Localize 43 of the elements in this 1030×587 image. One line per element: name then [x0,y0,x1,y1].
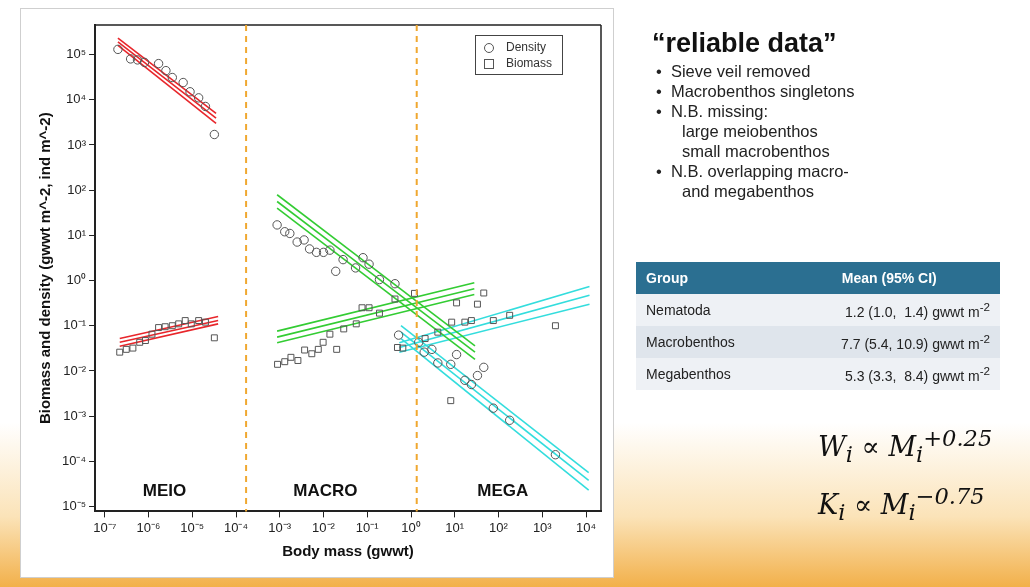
y-tick-label: 10⁻⁴ [62,452,87,468]
x-tick-label: 10³ [532,519,553,535]
annotation: MEGA [477,481,529,501]
y-tick-label: 10⁵ [66,46,87,62]
annotation: MEIO [142,481,187,501]
y-tick-label: 10² [67,181,87,197]
text: “reliable data” [652,28,838,59]
text: • Sieve veil removed [656,61,812,81]
y-tick-label: 10⁻² [63,362,87,378]
y-tick-label: 10⁰ [66,272,87,288]
text: • Macrobenthos singletons [656,81,856,101]
text: Group [636,262,779,294]
text: 1.2 (1.0, 1.4) gwwt m$^{-2}$ [845,300,990,320]
x-tick-label: 10⁴ [576,519,597,535]
x-tick-label: 10⁻⁵ [180,519,205,535]
text: 5.3 (3.3, 8.4) gwwt m$^{-2}$ [845,364,990,384]
x-tick-label: 10⁰ [401,519,421,535]
y-tick-label: 10¹ [67,226,87,242]
x-tick-label: 10⁻⁴ [223,519,249,535]
x-tick-label: 10⁻¹ [355,519,380,535]
annotation: MACRO [293,481,358,501]
x-tick-label: 10¹ [445,519,465,535]
y-tick-label: 10⁻⁵ [62,498,87,514]
category-label: Macrobenthos [636,326,779,358]
x-axis-title: Body mass (gwwt) [282,542,414,560]
x-tick-label: 10² [489,519,509,535]
x-tick-label: 10⁻⁷ [93,519,117,535]
text: 7.7 (5.4, 10.9) gwwt m$^{-2}$ [841,332,990,352]
x-tick-label: 10⁻⁶ [136,519,161,535]
legend-label: Density [505,39,547,55]
y-tick-label: 10⁴ [66,91,87,107]
text: • N.B. overlapping macro- and megabenthos [656,161,850,201]
x-tick-label: 10⁻³ [268,519,292,535]
x-tick-label: 10⁻² [312,519,336,535]
y-tick-label: 10⁻¹ [63,317,87,333]
category-label: Megabenthos [636,358,779,390]
text: • N.B. missing: large meiobenthos small macrobenthos [656,101,831,161]
y-axis-title: Biomass and density (gwwt m^-2, ind m^-2) [36,112,54,425]
legend-label: Biomass [505,55,553,71]
y-tick-label: 10⁻³ [63,407,87,423]
category-label: Nematoda [636,294,779,326]
y-tick-label: 10³ [67,136,87,152]
text: Mean (95% CI) [778,262,1000,294]
